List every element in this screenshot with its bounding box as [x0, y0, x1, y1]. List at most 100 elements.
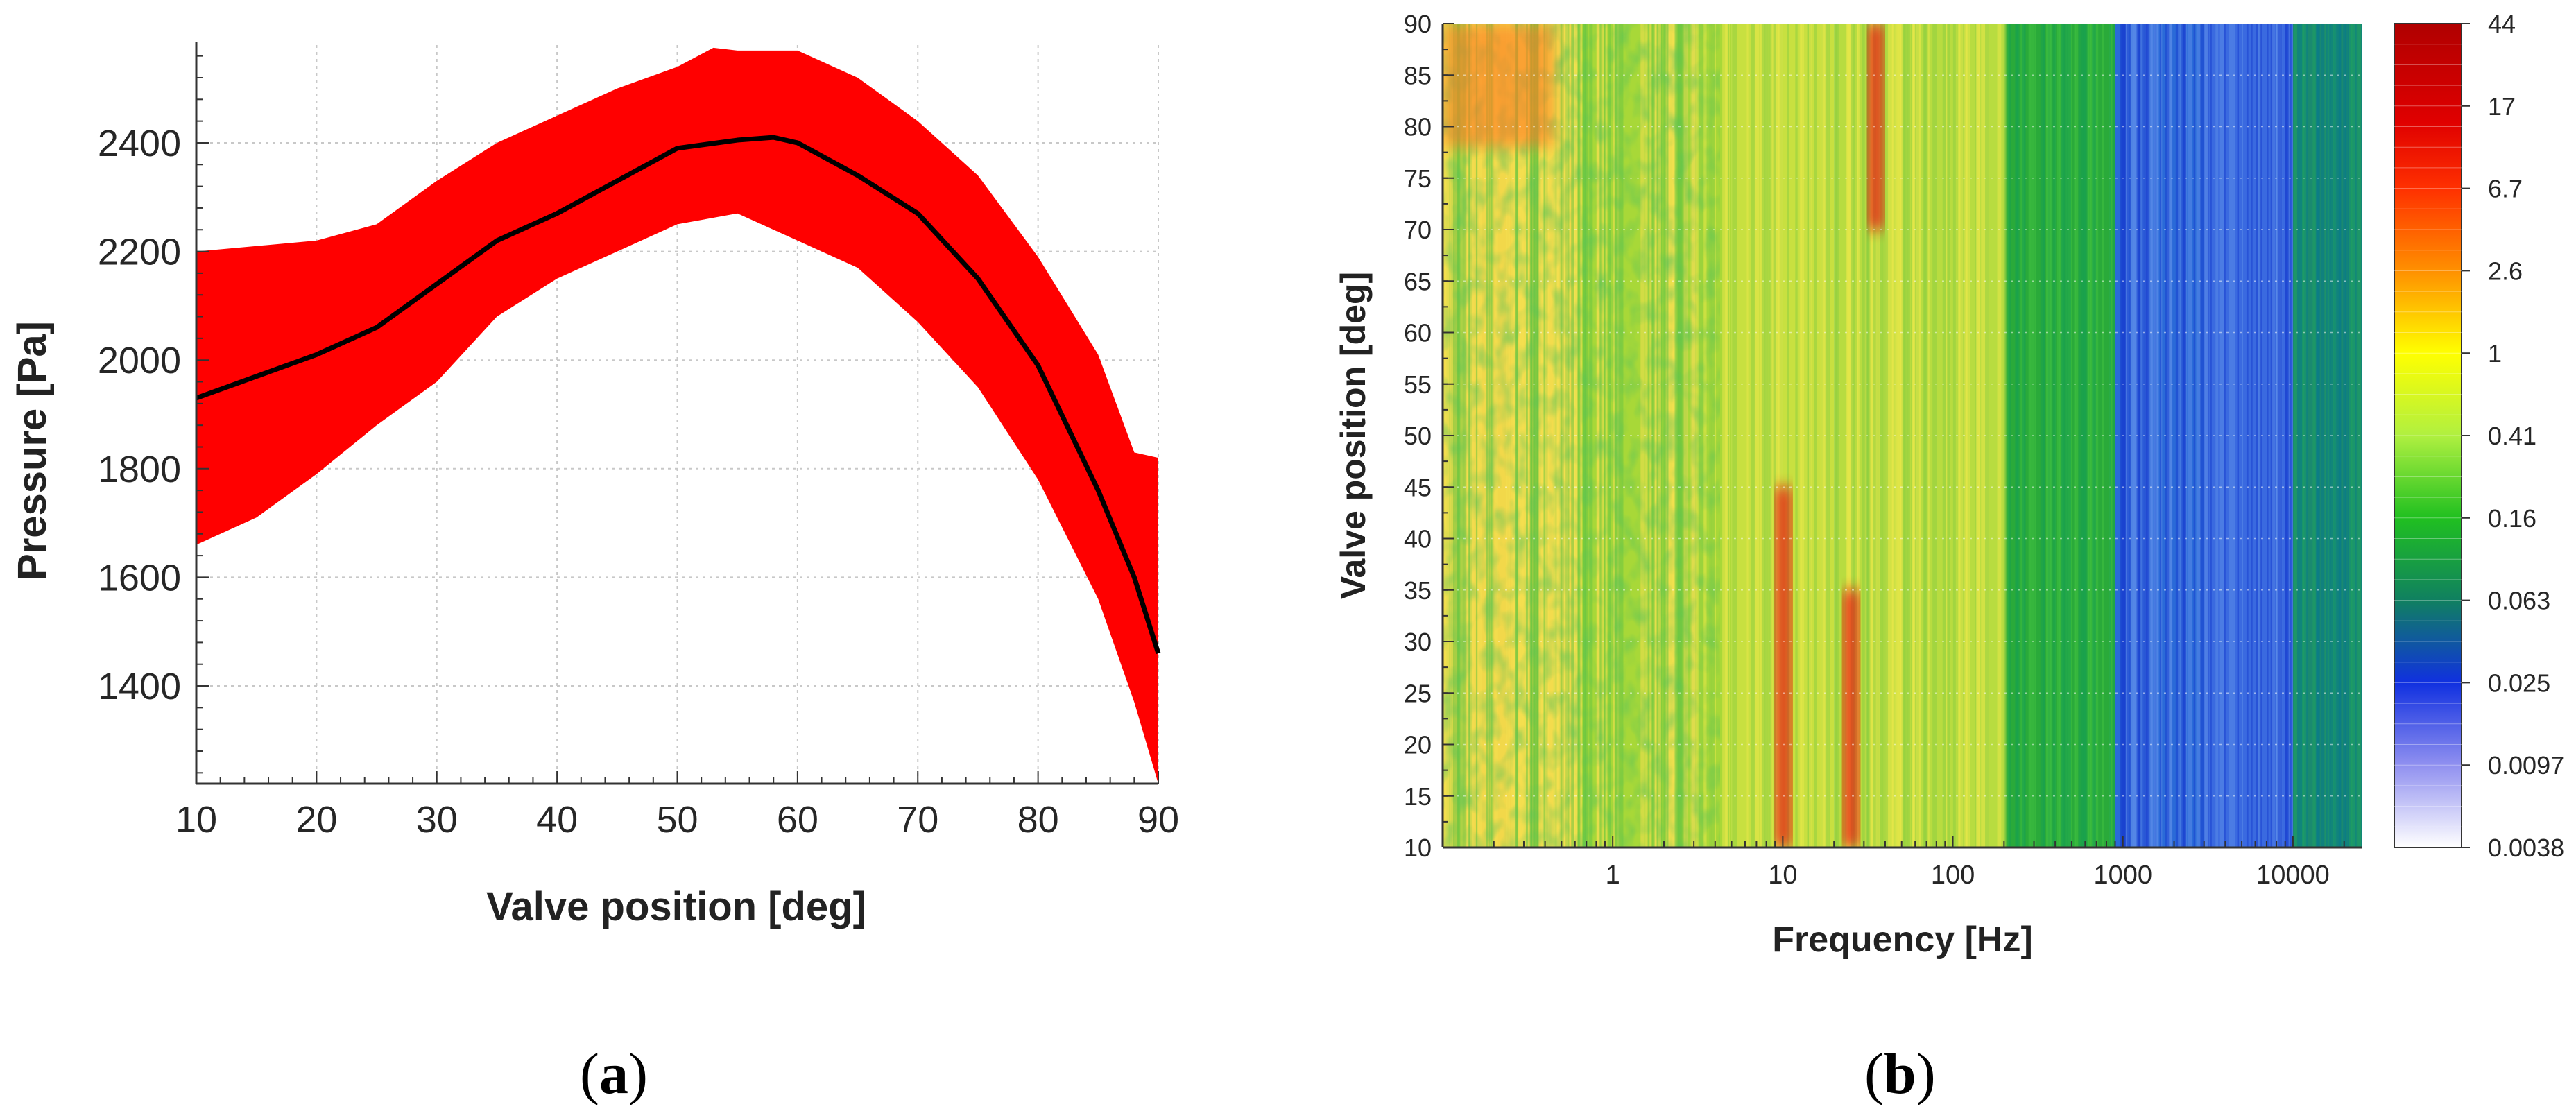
- heatmap-stripe: [2349, 24, 2353, 847]
- y-tick-label: 85: [1404, 61, 1432, 89]
- heatmap-stripe: [2285, 24, 2287, 847]
- caption-a: (a): [580, 1042, 648, 1106]
- x-tick-label: 10: [175, 799, 217, 841]
- colorbar-tick-label: 0.025: [2488, 669, 2550, 697]
- heatmap-stripe: [2312, 24, 2316, 847]
- heatmap-stripe: [1746, 24, 1749, 847]
- heatmap-stripe: [1901, 24, 1905, 847]
- colorbar-tick-label: 1: [2488, 339, 2502, 368]
- y-tick-label: 75: [1404, 164, 1432, 193]
- heatmap-stripe: [2138, 24, 2141, 847]
- heatmap-stripe: [1891, 24, 1894, 847]
- heatmap-stripe: [1959, 24, 1964, 847]
- y-tick-label: 2000: [98, 340, 181, 381]
- heatmap-stripe: [1981, 24, 1985, 847]
- heatmap-stripe: [2259, 24, 2262, 847]
- heatmap-stripe: [2325, 24, 2327, 847]
- colorbar-tick-label: 0.063: [2488, 587, 2550, 615]
- y-tick-label: 35: [1404, 576, 1432, 605]
- heatmap-stripe: [2327, 24, 2330, 847]
- heatmap-stripe: [2334, 24, 2336, 847]
- y-tick-label: 45: [1404, 473, 1432, 501]
- heatmap-stripe: [2008, 24, 2011, 847]
- heatmap-stripe: [1923, 24, 1927, 847]
- heatmap-stripe: [1722, 24, 1726, 847]
- spectrogram-heatmap: 1 10 100 1000 10000 10 15 20 25 30 35 40 45 50 55 60 65…: [1334, 10, 2564, 960]
- colorbar-gradient: [2394, 23, 2462, 848]
- x-tick-label: 30: [416, 799, 458, 841]
- heatmap-stripe: [2277, 24, 2283, 847]
- heatmap-stripe: [1787, 24, 1789, 847]
- plot-a-y-tick-labels: 1400 1600 1800 2000 2200 2400: [98, 123, 181, 707]
- heatmap-stripe: [1918, 24, 1921, 847]
- heatmap-stripe: [2294, 24, 2297, 847]
- heatmap-stripe: [1825, 24, 1828, 847]
- pressure-range-band: [196, 47, 1158, 784]
- y-tick-label: 1600: [98, 557, 181, 598]
- heatmap-stripe: [2133, 24, 2138, 847]
- heatmap-stripe: [1942, 24, 1946, 847]
- heatmap-stripe: [2160, 24, 2162, 847]
- heatmap-stripe: [1799, 24, 1802, 847]
- heatmap-stripe: [2151, 24, 2155, 847]
- heatmap-stripe: [2067, 24, 2072, 847]
- heatmap-stripe: [2028, 24, 2031, 847]
- colorbar-tick-label: 44: [2488, 10, 2516, 38]
- colorbar-tick-label: 6.7: [2488, 175, 2523, 203]
- heatmap-stripe: [2029, 24, 2034, 847]
- heatmap-stripe: [2256, 24, 2258, 847]
- heatmap-stripe: [1814, 24, 1817, 847]
- heatmap-stripe: [2272, 24, 2275, 847]
- heatmap-stripe: [2193, 24, 2196, 847]
- heatmap-stripe: [2034, 24, 2036, 847]
- plot-b-y-tick-labels: 10 15 20 25 30 35 40 45 50 55 60 65 70 75 80 85 90: [1404, 10, 1432, 862]
- heatmap-stripe: [2021, 24, 2026, 847]
- heatmap-stripe: [1895, 24, 1899, 847]
- y-tick-label: 30: [1404, 628, 1432, 656]
- plot-a-x-tick-labels: 10 20 30 40 50 60 70 80 90: [175, 799, 1179, 841]
- heatmap-stripe: [2165, 24, 2170, 847]
- y-tick-label: 40: [1404, 525, 1432, 553]
- y-tick-label: 2200: [98, 232, 181, 273]
- plot-b-y-axis-label: Valve position [deg]: [1334, 272, 1373, 599]
- heatmap-stripe: [2015, 24, 2018, 847]
- heatmap-stripe: [2187, 24, 2192, 847]
- heatmap-stripe: [2040, 24, 2045, 847]
- heatmap-stripe: [2078, 24, 2083, 847]
- heatmap-stripe: [2183, 24, 2186, 847]
- heatmap-stripe: [1964, 24, 1968, 847]
- heatmap-stripe: [1984, 24, 1989, 847]
- colorbar-tick-label: 0.0097: [2488, 751, 2564, 780]
- heatmap-stripe: [2347, 24, 2349, 847]
- heatmap-stripe: [1846, 24, 1849, 847]
- colorbar-tick-label: 0.16: [2488, 504, 2536, 533]
- heatmap-peak: [1843, 589, 1859, 847]
- heatmap-stripe: [2154, 24, 2156, 847]
- x-tick-label: 90: [1137, 799, 1179, 841]
- heatmap-stripe: [2125, 24, 2128, 847]
- x-tick-label: 1: [1606, 861, 1620, 890]
- colorbar-tick-label: 0.0038: [2488, 834, 2564, 862]
- x-tick-label: 50: [656, 799, 698, 841]
- heatmap-stripe: [1857, 24, 1860, 847]
- x-tick-label: 1000: [2093, 861, 2152, 890]
- plot-a-y-axis-label: Pressure [Pa]: [10, 321, 55, 580]
- heatmap-grid: [1443, 24, 2362, 847]
- y-tick-label: 1800: [98, 449, 181, 490]
- heatmap-stripe: [1884, 24, 1889, 847]
- heatmap-stripe: [1915, 24, 1921, 847]
- heatmap-stripe: [1946, 24, 1948, 847]
- heatmap-stripe: [2224, 24, 2226, 847]
- x-tick-label: 10000: [2256, 861, 2330, 890]
- heatmap-stripe: [1751, 24, 1755, 847]
- heatmap-stripe: [1764, 24, 1769, 847]
- x-tick-label: 100: [1931, 861, 1975, 890]
- heatmap-stripe: [1903, 24, 1906, 847]
- heatmap-stripe: [2146, 24, 2149, 847]
- y-tick-label: 60: [1404, 319, 1432, 347]
- heatmap-stripe: [1932, 24, 1937, 847]
- heatmap-stripe: [2056, 24, 2061, 847]
- heatmap-stripe: [2062, 24, 2067, 847]
- heatmap-stripe: [2108, 24, 2113, 847]
